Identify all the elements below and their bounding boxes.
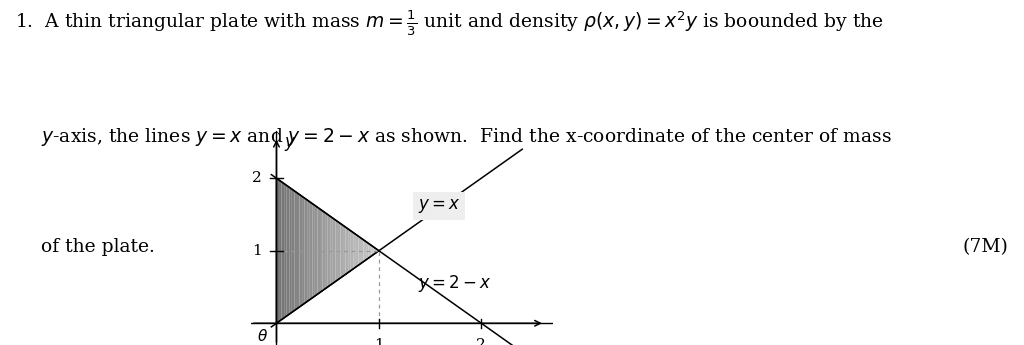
Polygon shape [350,231,353,271]
Polygon shape [340,224,343,278]
Polygon shape [333,218,336,283]
Polygon shape [358,236,361,265]
Text: $y = x$: $y = x$ [418,197,461,215]
Polygon shape [361,238,364,264]
Text: 2: 2 [252,171,262,185]
Polygon shape [367,242,369,260]
Polygon shape [312,204,315,298]
Polygon shape [326,213,328,289]
Polygon shape [356,234,358,267]
Polygon shape [285,184,287,318]
Polygon shape [330,216,333,285]
Text: $y$: $y$ [284,136,296,154]
Text: $\theta$: $\theta$ [257,327,267,344]
Polygon shape [338,222,340,280]
Polygon shape [300,195,302,307]
Text: $y$-axis, the lines $y = x$ and $y = 2 - x$ as shown.  Find the x-coordinate of : $y$-axis, the lines $y = x$ and $y = 2 -… [41,126,892,148]
Polygon shape [328,215,330,287]
Text: 1: 1 [252,244,262,258]
Polygon shape [282,182,285,319]
Polygon shape [336,220,338,282]
Polygon shape [343,225,346,276]
Polygon shape [374,247,377,254]
Text: (7M): (7M) [963,238,1009,256]
Polygon shape [372,245,374,256]
Polygon shape [364,240,367,262]
Polygon shape [290,187,292,314]
Polygon shape [297,193,300,309]
Polygon shape [323,211,326,290]
Polygon shape [317,207,319,294]
Polygon shape [377,249,379,253]
Polygon shape [287,186,290,316]
Polygon shape [279,180,282,322]
Polygon shape [307,200,309,302]
Polygon shape [305,198,307,303]
Polygon shape [309,202,312,300]
Polygon shape [315,205,317,296]
Polygon shape [292,189,295,312]
Polygon shape [369,244,372,258]
Polygon shape [276,178,279,323]
Polygon shape [348,229,350,273]
Text: 2: 2 [476,338,486,345]
Polygon shape [302,196,305,305]
Text: $y = 2 - x$: $y = 2 - x$ [418,273,492,294]
Text: 1: 1 [374,338,384,345]
Polygon shape [353,233,356,269]
Text: of the plate.: of the plate. [41,238,155,256]
Polygon shape [319,209,323,293]
Text: 1.  A thin triangular plate with mass $m = \frac{1}{3}$ unit and density $\rho(x: 1. A thin triangular plate with mass $m … [15,9,885,38]
Polygon shape [346,227,348,274]
Polygon shape [295,191,297,310]
